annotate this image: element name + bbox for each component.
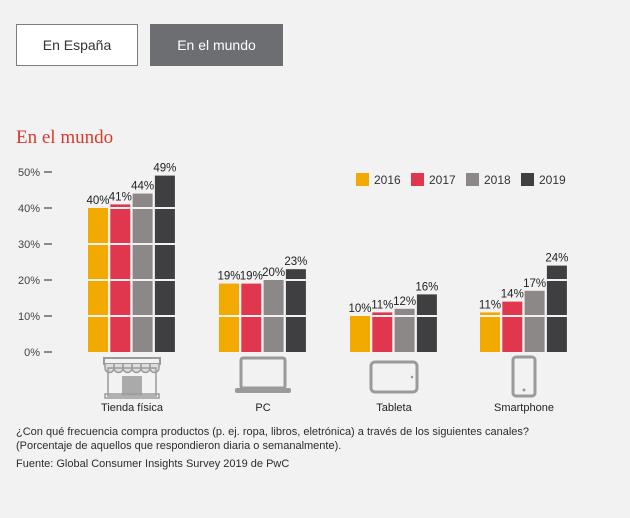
- legend-label: 2019: [539, 173, 566, 187]
- tab-en-espana[interactable]: En España: [16, 24, 138, 66]
- bar: [154, 175, 175, 352]
- bar: [416, 294, 437, 352]
- bar: [480, 312, 500, 352]
- bar: [132, 193, 153, 352]
- legend-label: 2018: [484, 173, 511, 187]
- tab-en-el-mundo[interactable]: En el mundo: [150, 24, 283, 66]
- y-tick-label: 10%: [18, 311, 40, 323]
- data-label: 24%: [545, 253, 568, 265]
- bar: [110, 204, 131, 352]
- footnote-note: (Porcentaje de aquellos que respondieron…: [16, 440, 342, 452]
- legend-label: 2016: [374, 173, 401, 187]
- bar: [372, 312, 393, 352]
- data-label: 19%: [240, 271, 263, 283]
- y-tick-label: 20%: [18, 275, 40, 287]
- y-tick-label: 40%: [18, 203, 40, 215]
- data-label: 23%: [284, 256, 307, 268]
- legend-label: 2017: [429, 173, 456, 187]
- data-label: 10%: [348, 303, 371, 315]
- store-icon: [103, 357, 161, 399]
- category-label: Tableta: [376, 402, 412, 414]
- bar: [502, 301, 523, 352]
- data-label: 20%: [262, 267, 285, 279]
- category-label: Smartphone: [494, 402, 554, 414]
- category-label: PC: [255, 402, 270, 414]
- y-tick-label: 30%: [18, 239, 40, 251]
- bar: [219, 283, 239, 352]
- data-label: 11%: [371, 299, 393, 311]
- bar: [350, 316, 370, 352]
- data-label: 41%: [109, 191, 132, 203]
- data-label: 14%: [501, 289, 524, 301]
- data-label: 12%: [393, 296, 416, 308]
- y-tick-label: 50%: [18, 167, 40, 179]
- legend-swatch: [356, 173, 369, 186]
- y-tick-label: 0%: [24, 347, 40, 359]
- laptop-icon: [235, 356, 291, 393]
- bar: [546, 265, 567, 352]
- data-label: 49%: [153, 163, 176, 175]
- legend-swatch: [411, 173, 424, 186]
- data-label: 11%: [479, 299, 501, 311]
- data-label: 19%: [217, 271, 240, 283]
- smartphone-icon: [511, 355, 537, 398]
- tablet-icon: [369, 360, 419, 394]
- legend-swatch: [521, 173, 534, 186]
- bar: [524, 290, 545, 352]
- footnote-question: ¿Con qué frecuencia compra productos (p.…: [16, 426, 529, 438]
- data-label: 44%: [131, 181, 154, 193]
- legend-swatch: [466, 173, 479, 186]
- bar: [241, 283, 262, 352]
- footnote-source: Fuente: Global Consumer Insights Survey …: [16, 458, 290, 470]
- bar: [285, 269, 306, 352]
- category-label: Tienda física: [101, 402, 164, 414]
- data-label: 16%: [415, 281, 438, 293]
- section-title: En el mundo: [16, 127, 114, 148]
- data-label: 17%: [523, 278, 546, 290]
- data-label: 40%: [86, 195, 109, 207]
- bar: [394, 308, 415, 352]
